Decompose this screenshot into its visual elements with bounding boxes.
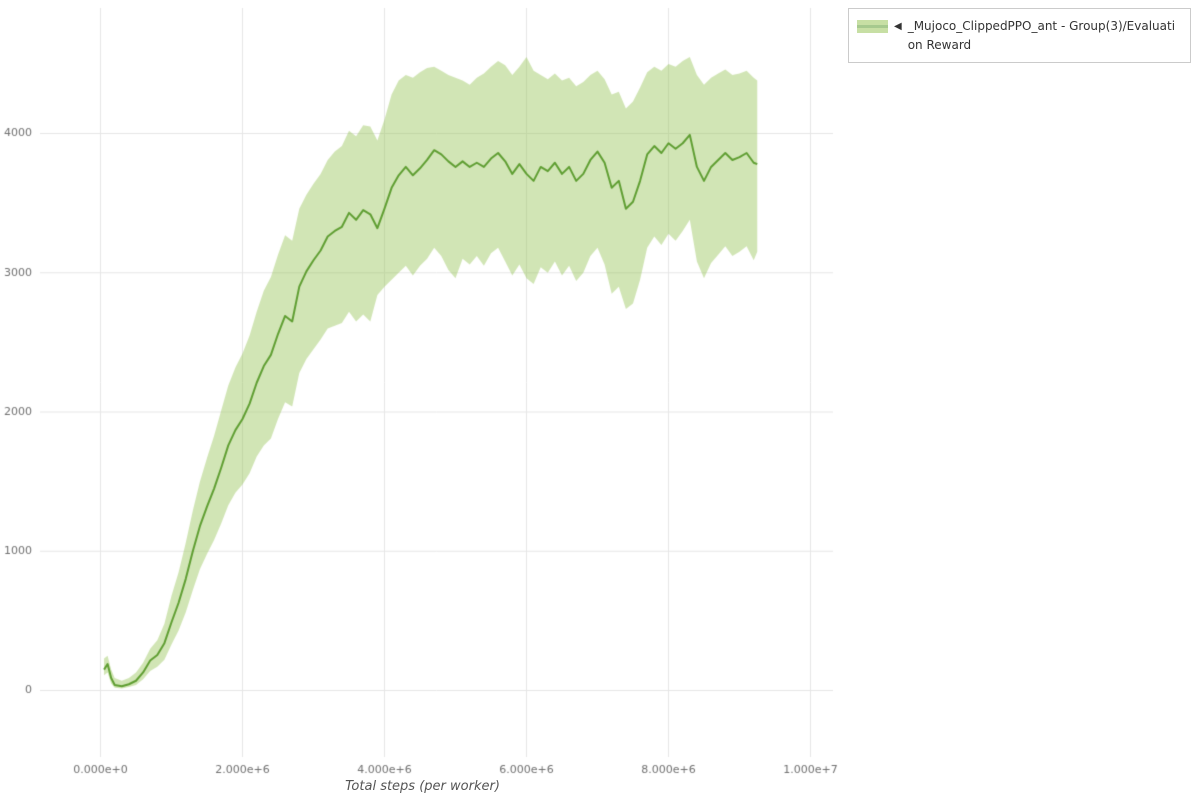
legend-collapse-icon: ◀ bbox=[894, 21, 902, 32]
legend-swatch-line bbox=[857, 25, 888, 28]
legend: ◀ _Mujoco_ClippedPPO_ant - Group(3)/Eval… bbox=[848, 8, 1191, 64]
chart-canvas[interactable] bbox=[0, 0, 845, 800]
legend-label: _Mujoco_ClippedPPO_ant - Group(3)/Evalua… bbox=[907, 19, 1176, 52]
legend-swatch-band bbox=[857, 20, 888, 33]
x-axis-title: Total steps (per worker) bbox=[345, 779, 500, 794]
legend-item[interactable]: ◀ _Mujoco_ClippedPPO_ant - Group(3)/Eval… bbox=[857, 17, 1182, 54]
